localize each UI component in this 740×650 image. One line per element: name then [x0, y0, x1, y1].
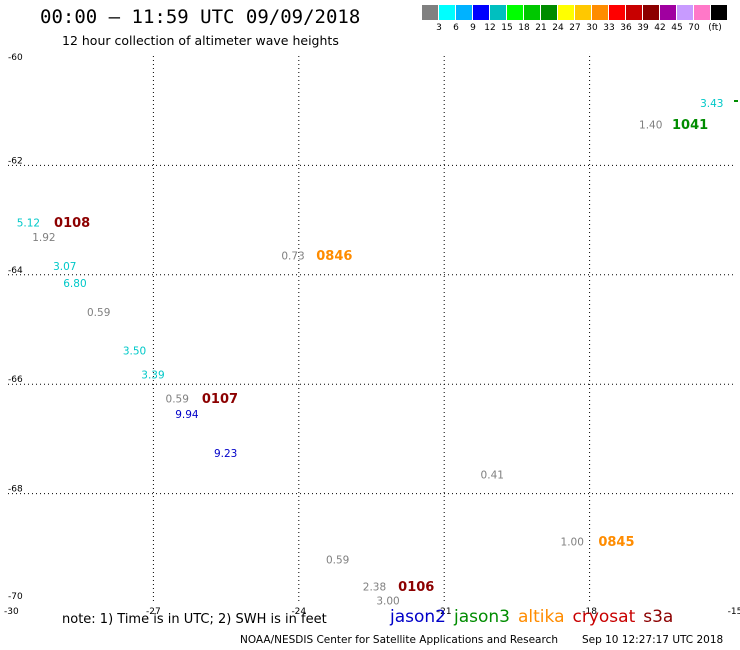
legend-entry-cryosat: cryosat: [572, 607, 636, 627]
color-scale-label: 21: [535, 23, 547, 33]
color-scale-label: (ft): [708, 23, 722, 33]
color-scale-label: 45: [671, 23, 683, 33]
wave-height-label: 6.80: [63, 278, 86, 290]
footnote: note: 1) Time is in UTC; 2) SWH is in fe…: [62, 612, 327, 627]
latitude-tick-label: -62: [8, 156, 23, 166]
wave-height-label: 5.12: [17, 217, 40, 229]
color-scale-label: 36: [620, 23, 632, 33]
color-swatch: [439, 5, 456, 20]
observation-time-label: 0846: [316, 249, 352, 264]
color-scale-label: 39: [637, 23, 649, 33]
color-swatch: [558, 5, 575, 20]
legend-entry-altika: altika: [518, 607, 565, 627]
wave-height-label: 0.59: [326, 554, 349, 566]
color-swatch: [609, 5, 626, 20]
color-swatch: [626, 5, 643, 20]
color-swatch: [456, 5, 473, 20]
color-scale-label: 70: [688, 23, 700, 33]
color-swatch: [490, 5, 507, 20]
wave-height-label: 1.40: [639, 119, 662, 131]
color-swatch: [643, 5, 660, 20]
wave-height-label: 0.59: [87, 307, 110, 319]
observation-time-label: 0108: [54, 216, 90, 231]
color-scale-label: 42: [654, 23, 666, 33]
latitude-tick-label: -66: [8, 375, 23, 385]
color-scale-label: 30: [586, 23, 598, 33]
wave-height-label: 3.50: [123, 345, 146, 357]
color-scale-label: 18: [518, 23, 530, 33]
wave-height-label: 3.07: [53, 261, 76, 273]
legend-entry-s3a: s3a: [643, 607, 674, 627]
wave-height-label: 3.00: [376, 595, 399, 607]
satellite-legend: jason2 jason3 altika cryosat s3a: [390, 607, 681, 627]
latitude-tick-label: -68: [8, 485, 23, 495]
color-swatch: [507, 5, 524, 20]
longitude-tick-label: -21: [437, 607, 452, 617]
color-scale-label: 15: [501, 23, 513, 33]
color-swatch: [711, 5, 728, 20]
wave-height-label: 3.39: [141, 369, 164, 381]
page-subtitle: 12 hour collection of altimeter wave hei…: [62, 33, 339, 48]
color-scale-label: 3: [436, 23, 442, 33]
longitude-tick-label: -18: [582, 607, 597, 617]
wave-height-label: 0.59: [166, 394, 189, 406]
observation-time-label: 0107: [202, 392, 238, 407]
color-swatch: [541, 5, 558, 20]
generated-timestamp: Sep 10 12:27:17 UTC 2018: [582, 634, 724, 646]
color-swatch: [524, 5, 541, 20]
wave-height-label: 0.73: [281, 251, 304, 263]
wave-height-label: 3.43: [700, 98, 723, 110]
page-title: 00:00 – 11:59 UTC 09/09/2018: [40, 6, 361, 28]
wave-height-label: 2.38: [363, 582, 386, 594]
legend-entry-jason3: jason3: [454, 607, 510, 627]
longitude-tick-label: -30: [4, 607, 19, 617]
color-scale-label: 24: [552, 23, 564, 33]
color-swatch: [422, 5, 439, 20]
color-scale-label: 9: [470, 23, 476, 33]
color-scale-label: 12: [484, 23, 496, 33]
color-swatch: [694, 5, 711, 20]
color-swatch: [660, 5, 677, 20]
wave-height-label: 1.92: [32, 232, 55, 244]
wave-height-label: 1.00: [561, 536, 584, 548]
color-scale-label: 33: [603, 23, 615, 33]
color-scale-label: 27: [569, 23, 581, 33]
observation-time-label: 0845: [598, 535, 634, 550]
latitude-tick-label: -60: [8, 53, 23, 63]
wave-height-label: 9.23: [214, 448, 237, 460]
latitude-tick-label: -70: [8, 592, 23, 602]
wave-height-label: 9.94: [175, 409, 199, 421]
observation-time-label: 1041: [672, 118, 708, 133]
color-swatch: [677, 5, 694, 20]
longitude-tick-label: -24: [291, 607, 306, 617]
color-swatch: [575, 5, 592, 20]
color-swatch: [592, 5, 609, 20]
credit-line: NOAA/NESDIS Center for Satellite Applica…: [240, 634, 558, 646]
latitude-tick-label: -64: [8, 266, 23, 276]
longitude-tick-label: -15: [728, 607, 740, 617]
legend-entry-jason2: jason2: [390, 607, 446, 627]
wave-height-label: 0.41: [481, 470, 504, 482]
color-swatch: [473, 5, 490, 20]
color-scale-label: 6: [453, 23, 459, 33]
observation-time-label: 0106: [398, 580, 434, 595]
longitude-tick-label: -27: [146, 607, 161, 617]
